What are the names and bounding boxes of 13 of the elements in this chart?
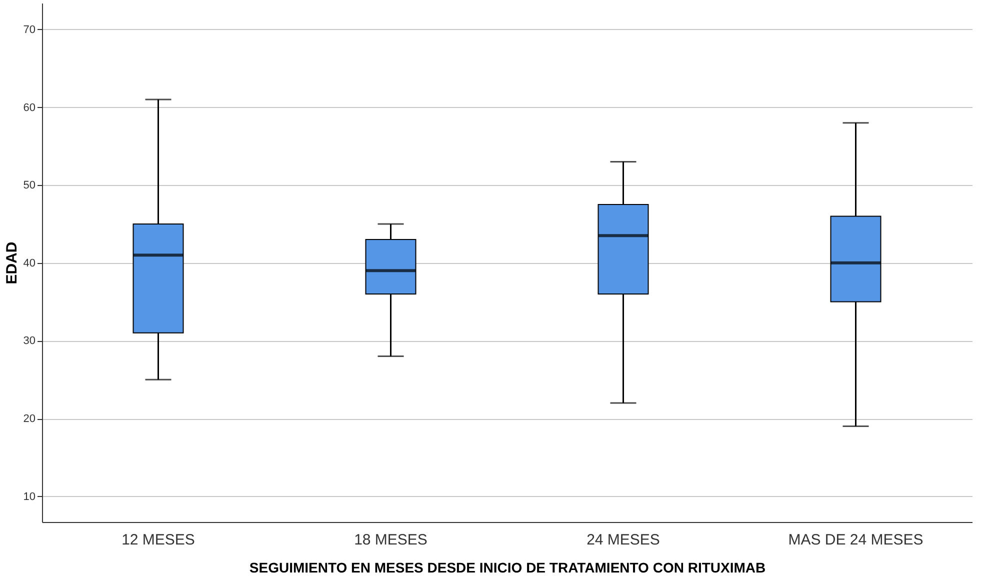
x-tick-label: 24 MESES (586, 532, 660, 548)
y-tick-label: 20 (23, 413, 36, 426)
y-axis-title: EDAD (3, 242, 20, 284)
y-tick-label: 40 (23, 257, 36, 270)
x-tick-label: 12 MESES (122, 532, 195, 548)
y-tick-label: 50 (23, 180, 36, 192)
y-tick-label: 30 (23, 335, 36, 348)
x-tick-label: MAS DE 24 MESES (788, 532, 924, 548)
y-tick-label: 60 (23, 102, 36, 114)
x-axis-title: SEGUIMIENTO EN MESES DESDE INICIO DE TRATAMIENTO CON RITUXIMAB (249, 560, 766, 576)
y-tick-label: 70 (23, 24, 36, 36)
y-tick-label: 10 (23, 490, 36, 503)
x-tick-label: 18 MESES (354, 532, 428, 548)
